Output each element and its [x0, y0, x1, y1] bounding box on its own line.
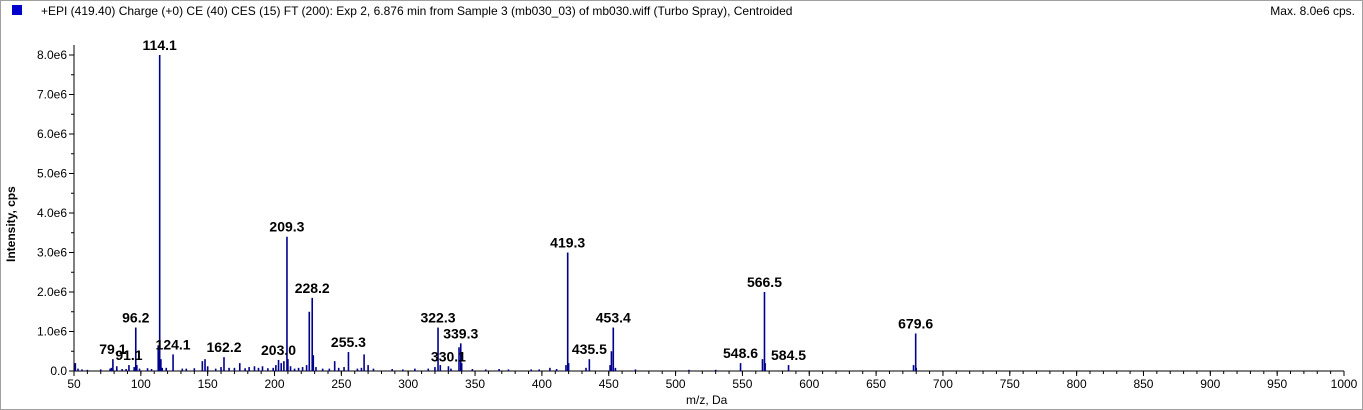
peak-label: 203.0 — [261, 342, 296, 358]
peak-label: 91.1 — [115, 347, 142, 363]
peak-label: 679.6 — [898, 315, 933, 331]
x-tick-label: 650 — [866, 377, 886, 391]
axes-layer: 50 100 150 200 250 300 350 400 450 500 550 600 650 70… — [37, 45, 1358, 391]
y-tick-label: 2.0e6 — [37, 285, 67, 299]
x-tick-label: 700 — [933, 377, 953, 391]
spectrum-title: +EPI (419.40) Charge (+0) CE (40) CES (1… — [41, 4, 793, 18]
peak-label: 79.1 — [99, 341, 126, 357]
x-tick-label: 1000 — [1331, 377, 1358, 391]
x-tick-label: 400 — [532, 377, 552, 391]
peak-label: 228.2 — [295, 280, 330, 296]
x-tick-label: 250 — [331, 377, 351, 391]
x-tick-label: 300 — [398, 377, 418, 391]
x-axis-title: m/z, Da — [686, 393, 728, 407]
x-tick-label: 600 — [799, 377, 819, 391]
y-tick-label: 1.0e6 — [37, 325, 67, 339]
y-tick-label: 0.0 — [50, 364, 67, 378]
x-tick-label: 800 — [1067, 377, 1087, 391]
x-tick-label: 850 — [1133, 377, 1153, 391]
peak-label: 566.5 — [747, 274, 782, 290]
x-tick-label: 500 — [666, 377, 686, 391]
peak-label: 96.2 — [122, 310, 149, 326]
peak-label: 339.3 — [443, 325, 478, 341]
max-intensity-label: Max. 8.0e6 cps. — [1270, 4, 1355, 18]
peak-label: 330.1 — [431, 348, 466, 364]
x-tick-label: 50 — [67, 377, 81, 391]
y-tick-label: 5.0e6 — [37, 167, 67, 181]
peak-label: 322.3 — [420, 310, 455, 326]
y-tick-label: 8.0e6 — [37, 48, 67, 62]
peak-label: 453.4 — [596, 310, 631, 326]
peak-label: 548.6 — [723, 345, 758, 361]
peak-label: 209.3 — [269, 219, 304, 235]
x-tick-label: 900 — [1200, 377, 1220, 391]
x-tick-label: 150 — [198, 377, 218, 391]
x-tick-label: 550 — [732, 377, 752, 391]
y-tick-label: 7.0e6 — [37, 88, 67, 102]
peak-label: 114.1 — [143, 37, 177, 53]
peak-labels-layer: 79.191.1 96.2 114.1 124.1 162.2 203.0 209.3 228… — [99, 37, 933, 364]
peak-label: 584.5 — [771, 347, 806, 363]
x-tick-label: 950 — [1267, 377, 1287, 391]
x-tick-label: 200 — [265, 377, 285, 391]
x-tick-label: 350 — [465, 377, 485, 391]
legend-swatch — [12, 5, 22, 15]
peak-label: 419.3 — [550, 235, 585, 251]
y-tick-label: 4.0e6 — [37, 206, 67, 220]
peak-label: 435.5 — [572, 341, 607, 357]
peak-label: 162.2 — [206, 339, 241, 355]
x-tick-label: 100 — [131, 377, 151, 391]
x-tick-label: 750 — [1000, 377, 1020, 391]
x-tick-label: 450 — [599, 377, 619, 391]
y-tick-label: 3.0e6 — [37, 246, 67, 260]
y-tick-label: 6.0e6 — [37, 127, 67, 141]
peak-label: 255.3 — [331, 334, 366, 350]
peak-label: 124.1 — [156, 336, 191, 352]
peaks-layer — [74, 55, 918, 371]
